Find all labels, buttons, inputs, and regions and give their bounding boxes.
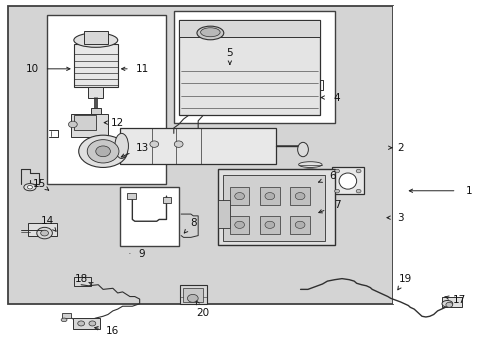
Bar: [173, 12, 334, 123]
Ellipse shape: [445, 302, 452, 307]
Circle shape: [355, 189, 360, 193]
Circle shape: [355, 169, 360, 173]
Bar: [27, 223, 57, 235]
Bar: [127, 193, 136, 199]
Bar: [74, 44, 118, 87]
Text: 19: 19: [398, 274, 411, 284]
Bar: [61, 314, 71, 318]
Bar: [217, 169, 334, 244]
Bar: [8, 6, 392, 304]
Ellipse shape: [264, 193, 274, 200]
Bar: [260, 187, 279, 205]
Ellipse shape: [200, 28, 220, 37]
Ellipse shape: [298, 176, 322, 182]
Ellipse shape: [174, 141, 183, 147]
Bar: [183, 288, 202, 302]
Circle shape: [334, 189, 339, 193]
Text: 11: 11: [135, 64, 148, 74]
Bar: [74, 277, 91, 286]
Bar: [73, 318, 100, 329]
Ellipse shape: [41, 230, 48, 236]
Ellipse shape: [295, 193, 305, 200]
Text: 1: 1: [465, 186, 471, 196]
Ellipse shape: [87, 140, 119, 163]
Bar: [290, 216, 309, 234]
Bar: [180, 285, 206, 304]
Ellipse shape: [295, 221, 305, 228]
Bar: [91, 108, 101, 114]
Text: 20: 20: [196, 308, 209, 318]
Text: 17: 17: [451, 295, 465, 305]
Text: 2: 2: [396, 143, 403, 153]
Text: 10: 10: [26, 64, 39, 74]
Ellipse shape: [61, 318, 67, 321]
Ellipse shape: [298, 169, 322, 175]
Ellipse shape: [298, 183, 322, 189]
Bar: [290, 187, 309, 205]
Ellipse shape: [37, 227, 52, 239]
Text: 6: 6: [328, 171, 335, 181]
Bar: [222, 175, 325, 241]
Ellipse shape: [338, 173, 356, 189]
Bar: [83, 31, 108, 44]
Bar: [47, 15, 166, 184]
Text: 13: 13: [135, 143, 148, 153]
Ellipse shape: [234, 221, 244, 228]
Ellipse shape: [264, 221, 274, 228]
Ellipse shape: [24, 184, 36, 191]
Ellipse shape: [27, 185, 32, 189]
Bar: [392, 6, 483, 304]
Bar: [88, 87, 103, 98]
Ellipse shape: [150, 141, 158, 147]
Bar: [442, 297, 461, 307]
Bar: [217, 200, 229, 228]
Bar: [260, 216, 279, 234]
Ellipse shape: [115, 134, 128, 158]
Bar: [229, 216, 249, 234]
Circle shape: [334, 169, 339, 173]
Bar: [178, 21, 320, 37]
Ellipse shape: [74, 33, 118, 47]
Bar: [178, 21, 320, 116]
Text: 18: 18: [74, 274, 87, 284]
Bar: [120, 187, 178, 246]
Ellipse shape: [234, 193, 244, 200]
Ellipse shape: [89, 321, 96, 326]
Bar: [162, 197, 171, 203]
Text: 16: 16: [106, 325, 119, 336]
Text: 8: 8: [190, 218, 196, 228]
Bar: [71, 114, 108, 137]
Ellipse shape: [79, 135, 127, 167]
Ellipse shape: [297, 142, 308, 157]
Ellipse shape: [197, 26, 224, 40]
Text: 9: 9: [139, 248, 145, 258]
Ellipse shape: [441, 301, 452, 307]
Text: 5: 5: [226, 48, 233, 58]
Text: 3: 3: [396, 213, 403, 222]
Bar: [74, 116, 96, 130]
Text: 14: 14: [41, 216, 54, 226]
Bar: [120, 128, 276, 164]
Ellipse shape: [78, 321, 84, 326]
Ellipse shape: [96, 146, 110, 157]
Text: 15: 15: [33, 179, 46, 189]
Ellipse shape: [187, 294, 198, 302]
Ellipse shape: [68, 121, 77, 128]
Bar: [331, 167, 363, 194]
Text: 4: 4: [333, 93, 340, 103]
Text: 7: 7: [333, 200, 340, 210]
Text: 12: 12: [111, 118, 124, 128]
Bar: [229, 187, 249, 205]
Ellipse shape: [298, 162, 322, 167]
